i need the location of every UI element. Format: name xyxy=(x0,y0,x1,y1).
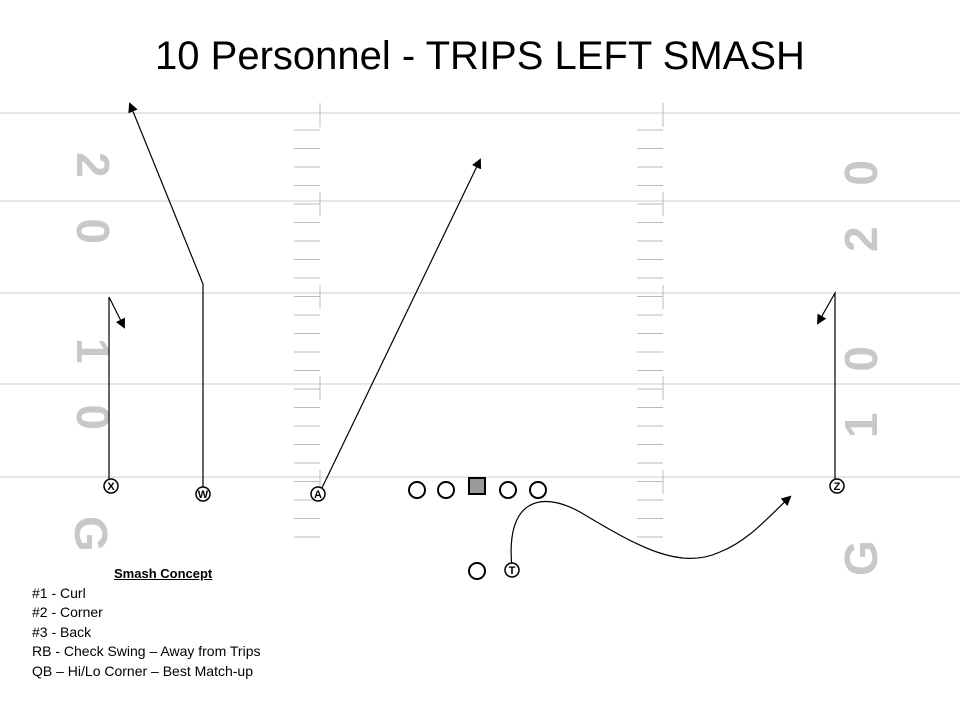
player-z: Z xyxy=(829,478,845,494)
route-w-corner xyxy=(128,102,204,492)
skill-players: X W A Z T xyxy=(103,478,845,578)
lineman-lt xyxy=(408,481,426,499)
player-t: T xyxy=(504,562,520,578)
page-title: 10 Personnel - TRIPS LEFT SMASH xyxy=(155,34,805,78)
note-line: #1 - Curl xyxy=(32,584,86,601)
route-a-back xyxy=(319,158,482,493)
route-z-curl xyxy=(817,290,836,482)
note-line: #3 - Back xyxy=(32,623,92,640)
note-line: #2 - Corner xyxy=(32,604,103,620)
player-z-label: Z xyxy=(834,481,841,493)
lineman-rt xyxy=(529,481,547,499)
player-x: X xyxy=(103,478,119,494)
notes-heading: Smash Concept xyxy=(114,566,213,581)
play-notes: Smash Concept #1 - Curl #2 - Corner #3 -… xyxy=(32,564,260,681)
lineman-lg xyxy=(437,481,455,499)
player-t-label: T xyxy=(509,565,516,577)
center xyxy=(468,477,486,495)
quarterback xyxy=(468,562,486,580)
lineman-rg xyxy=(499,481,517,499)
hash-marks-left xyxy=(294,103,321,538)
note-line: QB – Hi/Lo Corner – Best Match-up xyxy=(32,662,253,679)
player-x-label: X xyxy=(107,481,115,493)
player-w: W xyxy=(195,486,211,502)
player-a: A xyxy=(310,486,326,502)
offensive-line xyxy=(408,477,547,580)
hash-marks-right xyxy=(637,103,664,538)
player-w-label: W xyxy=(198,489,209,501)
routes xyxy=(108,102,836,569)
route-x-curl xyxy=(108,296,125,482)
note-line: RB - Check Swing – Away from Trips xyxy=(32,643,261,659)
player-a-label: A xyxy=(314,489,322,501)
yard-lines xyxy=(0,112,960,478)
route-t-swing xyxy=(510,495,792,569)
